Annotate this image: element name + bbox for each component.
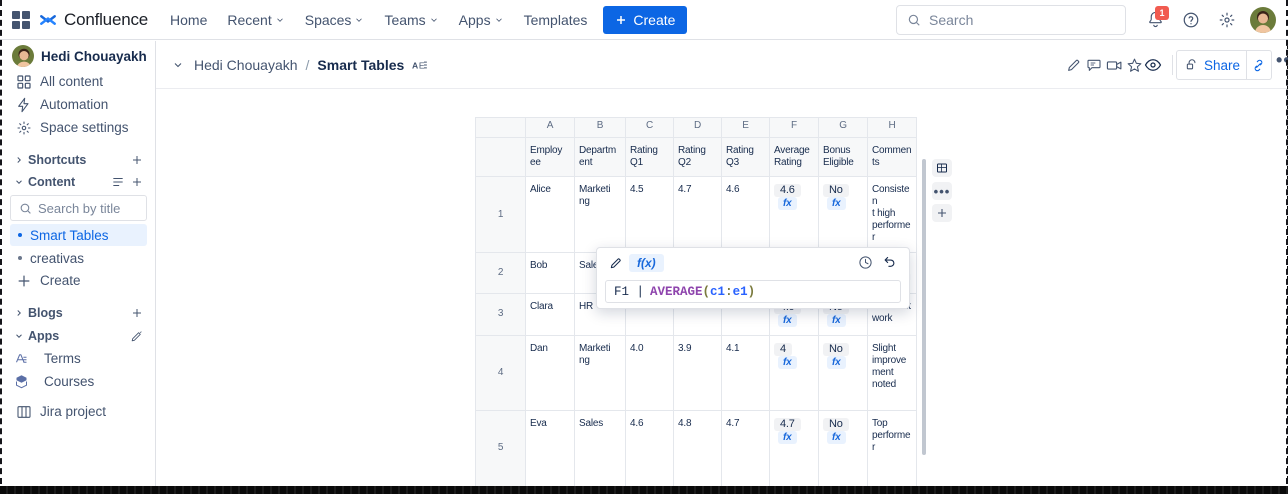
svg-text:E: E <box>419 60 425 70</box>
svg-text:A: A <box>412 60 418 70</box>
